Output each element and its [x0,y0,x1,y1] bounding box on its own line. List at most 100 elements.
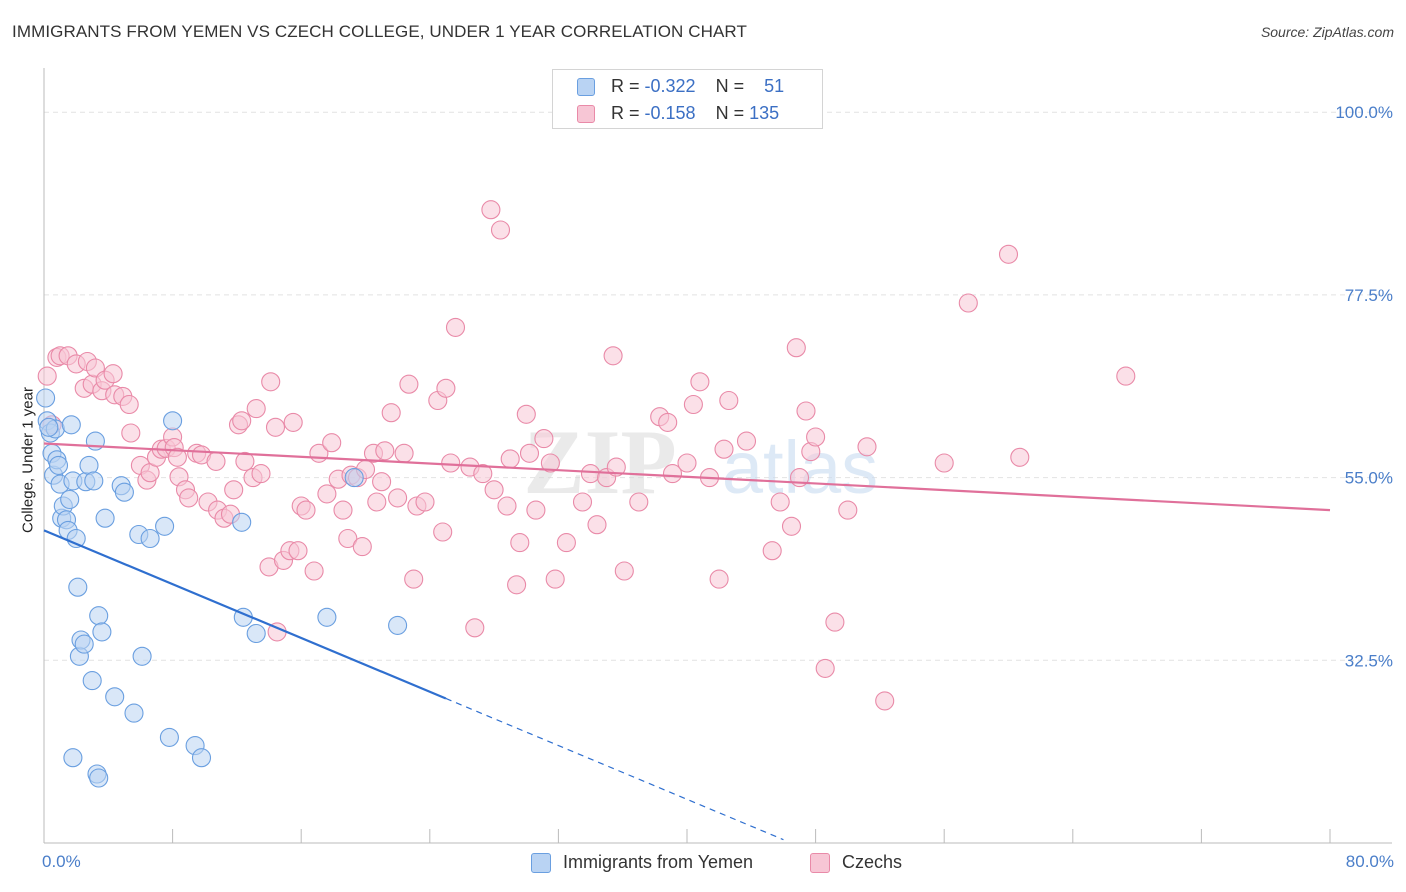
czechs-point-114 [762,541,782,561]
czechs-point-116 [781,516,802,536]
czechs-point-118 [796,401,816,421]
czechs-point-49 [288,541,308,561]
czechs-point-71 [404,569,424,589]
czechs-point-0 [37,366,57,386]
czechs-point-42 [251,464,271,484]
y-tick-labels: 100.0% 77.5% 55.0% 32.5% [1335,103,1393,670]
czechs-point-32 [206,451,226,471]
czechs-point-39 [235,451,255,471]
czechs-point-73 [415,492,435,512]
czechs-point-110 [709,569,729,589]
czechs-point-92 [540,453,560,473]
legend-r-label: R = [611,103,640,123]
czechs-point-85 [497,496,517,516]
yemen-point-29 [105,687,125,707]
czechs-point-61 [352,537,372,557]
x-tick-label-min: 0.0% [42,852,81,871]
czechs-point-36 [224,480,244,500]
chart-source: Source: ZipAtlas.com [1260,24,1394,40]
czechs-point-86 [500,449,520,469]
czechs-point-102 [629,492,649,512]
yemen-point-13 [60,489,80,510]
czechs-point-122 [825,612,845,632]
czechs-point-126 [934,453,954,473]
trend-line-czechs [43,442,1331,512]
czechs-point-129 [1010,447,1030,467]
trend-lines [43,442,1331,841]
czechs-point-123 [838,500,858,520]
czechs-point-76 [436,378,456,398]
czechs-point-70 [399,374,419,394]
czechs-point-58 [338,528,358,549]
czechs-point-93 [545,569,565,589]
yemen-point-31 [114,482,134,502]
czechs-point-69 [394,443,414,463]
correlation-legend: R = -0.322 N = 51 R = -0.158 N = 135 [552,69,823,129]
czechs-point-131 [786,338,806,358]
czechs-point-52 [304,561,324,581]
yemen-point-50 [39,417,59,437]
czechs-point-108 [690,372,710,392]
czechs-point-68 [388,488,408,508]
czechs-point-113 [736,431,757,451]
yemen-point-44 [63,748,83,768]
x-tick-label-max: 80.0% [1345,852,1394,871]
czechs-point-38 [232,411,252,431]
czechs-point-121 [815,658,835,678]
legend-swatch-czechs [810,853,830,873]
czechs-point-83 [484,480,504,500]
yemen-point-43 [246,623,266,644]
yemen-point-37 [159,727,179,747]
legend-label-czechs: Czechs [842,852,903,872]
czechs-point-57 [333,500,353,520]
czechs-point-54 [317,484,337,504]
legend-swatch-yemen [577,78,595,96]
legend-swatch-yemen [531,853,551,873]
legend-r-value: -0.158 [644,103,696,123]
trend-line-yemen [43,529,447,700]
czechs-point-88 [507,575,527,595]
legend-r-label: R = [611,76,640,96]
czechs-point-90 [526,500,546,520]
yemen-point-48 [344,468,364,488]
y-tick-label-1: 77.5% [1345,286,1393,305]
yemen-point-27 [95,508,115,528]
czechs-point-120 [806,427,826,447]
czechs-point-106 [677,453,697,473]
czechs-point-124 [857,437,877,457]
czechs-point-89 [516,404,536,424]
czechs-point-101 [614,561,634,581]
yemen-point-41 [232,512,252,532]
series-yemen-points [36,388,408,788]
czechs-point-100 [606,457,626,477]
legend-r-value: -0.322 [644,76,696,96]
yemen-point-7 [48,455,69,475]
czechs-point-78 [445,317,466,337]
czechs-point-15 [119,394,139,415]
yemen-point-32 [124,703,144,723]
czechs-point-99 [603,346,623,366]
legend-label-yemen: Immigrants from Yemen [563,852,754,872]
czechs-point-48 [283,412,303,432]
yemen-point-26 [92,622,112,642]
yemen-point-14 [61,415,81,435]
czechs-point-111 [714,439,734,459]
y-tick-label-2: 55.0% [1345,469,1393,488]
czechs-point-45 [265,417,286,437]
yemen-point-0 [36,388,56,408]
czechs-point-96 [580,464,601,484]
yemen-point-34 [132,646,152,666]
czechs-point-28 [179,488,199,508]
legend-n-label: N = [715,103,745,123]
czechs-point-112 [719,390,739,411]
yemen-point-25 [89,606,109,626]
czechs-point-107 [683,394,703,415]
trend-line-yemen-extension [445,697,784,841]
czechs-point-16 [121,423,141,443]
czechs-point-75 [433,522,453,542]
chart-title: IMMIGRANTS FROM YEMEN VS CZECH COLLEGE, … [12,22,747,41]
czechs-point-97 [587,515,607,535]
yemen-point-40 [191,748,212,768]
yemen-point-17 [68,577,88,597]
